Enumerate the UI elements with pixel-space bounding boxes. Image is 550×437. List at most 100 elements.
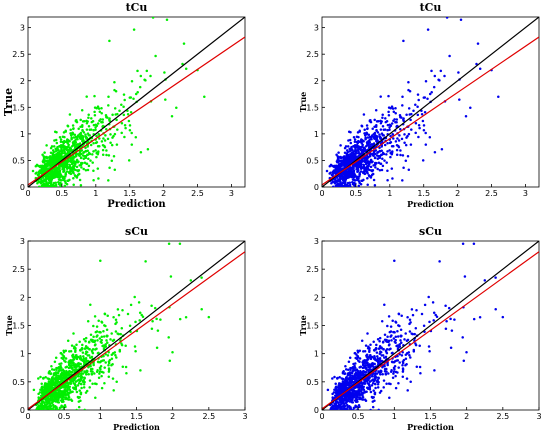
scatter-point — [56, 374, 60, 378]
scatter-point — [379, 95, 382, 98]
scatter-point — [123, 135, 126, 139]
y-tick-label: 2.5 — [306, 265, 319, 274]
scatter-point — [58, 176, 61, 179]
scatter-point — [344, 368, 348, 371]
y-tick-label: 0 — [314, 183, 319, 192]
scatter-point — [386, 142, 389, 145]
scatter-point — [69, 382, 73, 386]
scatter-point — [66, 146, 69, 149]
scatter-point — [355, 166, 358, 169]
scatter-point — [63, 184, 67, 187]
scatter-point — [70, 136, 73, 139]
scatter-point — [348, 371, 351, 375]
scatter-point — [100, 386, 104, 390]
scatter-point — [439, 69, 443, 73]
scatter-point — [108, 166, 111, 169]
scatter-point — [338, 383, 342, 387]
scatter-point — [42, 158, 45, 162]
scatter-point — [367, 133, 371, 137]
scatter-point — [395, 344, 398, 348]
scatter-point — [407, 107, 411, 110]
scatter-point — [76, 379, 79, 382]
scatter-point — [48, 397, 52, 401]
scatter-point — [139, 74, 143, 78]
scatter-point — [65, 170, 69, 173]
scatter-point — [401, 370, 405, 373]
scatter-point — [93, 372, 96, 375]
scatter-point — [356, 370, 360, 373]
scatter-point — [47, 380, 51, 383]
scatter-point — [122, 105, 125, 109]
scatter-point — [422, 124, 426, 127]
scatter-point — [376, 157, 380, 160]
scatter-point — [377, 377, 380, 380]
scatter-point — [346, 145, 350, 148]
scatter-point — [96, 105, 100, 108]
scatter-point — [134, 92, 138, 96]
scatter-point — [403, 141, 406, 145]
scatter-point — [53, 397, 56, 400]
scatter-point — [72, 332, 75, 335]
scatter-point — [428, 135, 432, 139]
scatter-point — [132, 97, 135, 101]
scatter-point — [375, 154, 379, 157]
scatter-point — [365, 354, 368, 357]
scatter-point — [54, 356, 58, 359]
scatter-point — [42, 160, 45, 164]
scatter-point — [59, 406, 63, 409]
scatter-point — [52, 174, 56, 177]
scatter-point — [374, 358, 378, 362]
scatter-point — [358, 161, 362, 165]
scatter-point — [52, 156, 55, 159]
scatter-point — [386, 129, 389, 132]
scatter-point — [372, 152, 376, 155]
scatter-point — [60, 144, 64, 148]
scatter-point — [133, 295, 136, 299]
scatter-point — [109, 141, 112, 145]
scatter-point — [57, 172, 61, 176]
fit-line — [322, 36, 539, 186]
scatter-point — [341, 185, 345, 187]
scatter-point — [46, 174, 49, 178]
scatter-point — [339, 144, 342, 147]
scatter-point — [392, 330, 396, 334]
scatter-point — [408, 330, 412, 333]
scatter-point — [382, 379, 386, 382]
scatter-point — [44, 166, 48, 170]
scatter-point — [445, 320, 448, 323]
scatter-point — [101, 344, 104, 348]
scatter-point — [382, 386, 385, 389]
scatter-point — [410, 332, 413, 335]
scatter-point — [51, 176, 55, 180]
scatter-point — [95, 330, 99, 333]
scatter-point — [406, 155, 410, 158]
scatter-point — [383, 128, 387, 131]
scatter-point — [365, 386, 369, 390]
scatter-point — [383, 333, 387, 336]
scatter-point — [378, 149, 382, 153]
scatter-point — [168, 359, 172, 362]
scatter-point — [352, 135, 356, 139]
scatter-point — [339, 180, 342, 184]
scatter-point — [82, 382, 86, 386]
scatter-point — [111, 362, 114, 366]
scatter-point — [377, 119, 380, 123]
scatter-point — [381, 164, 385, 168]
scatter-point — [401, 351, 404, 354]
y-tick-label: 2 — [314, 77, 319, 86]
scatter-point — [394, 374, 397, 378]
scatter-point — [430, 90, 433, 94]
scatter-point — [49, 183, 53, 187]
scatter-point — [102, 354, 105, 358]
scatter-point — [358, 130, 361, 133]
scatter-point — [345, 398, 348, 401]
scatter-point — [340, 377, 344, 380]
scatter-point — [69, 128, 72, 131]
scatter-point — [63, 155, 66, 158]
scatter-point — [130, 79, 134, 83]
scatter-point — [392, 337, 396, 340]
scatter-point — [458, 98, 461, 101]
scatter-point — [61, 162, 64, 165]
scatter-point — [335, 401, 339, 404]
scatter-point — [378, 154, 382, 158]
